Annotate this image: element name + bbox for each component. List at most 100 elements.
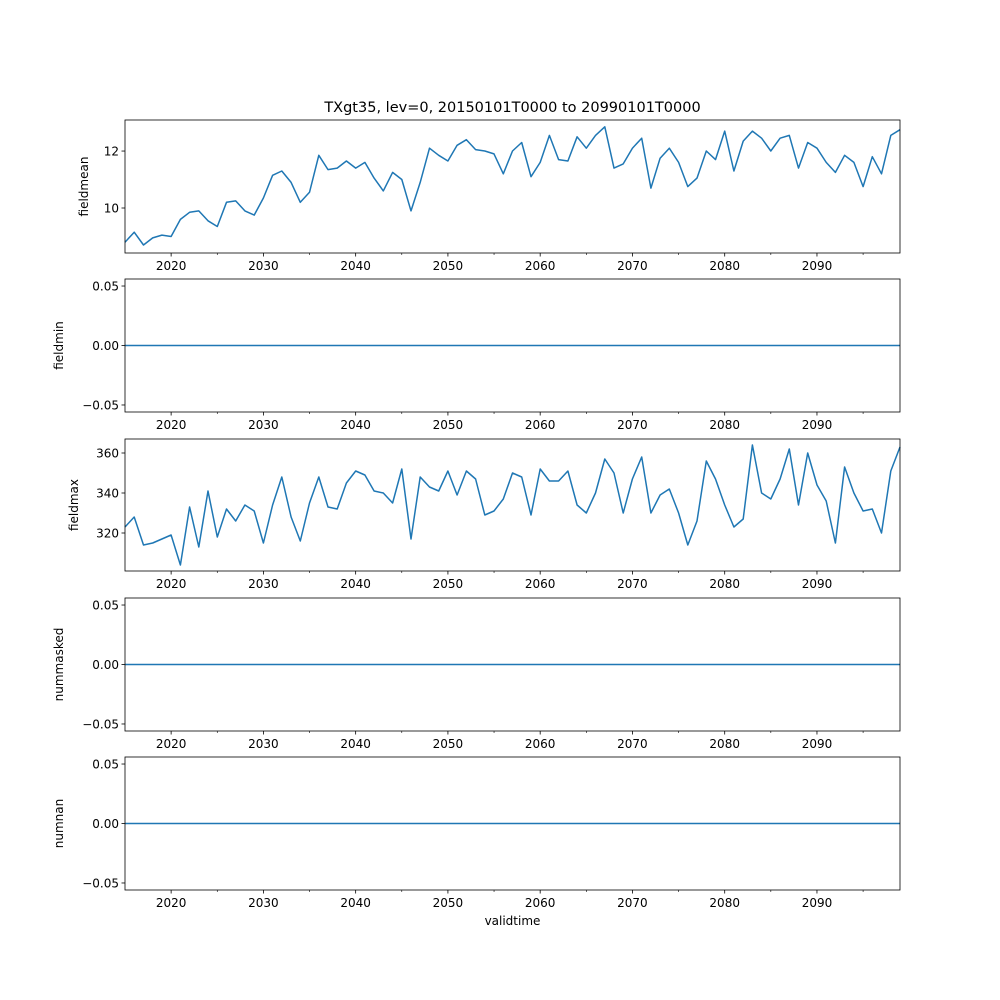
x-tick-label: 2050 [433, 259, 464, 273]
x-tick-label: 2050 [433, 896, 464, 910]
x-tick: 2020 [156, 253, 186, 273]
x-tick-label: 2080 [709, 577, 740, 591]
axes-frame [124, 438, 901, 572]
y-tick-label: −0.05 [82, 717, 119, 731]
x-tick: 2030 [248, 890, 279, 910]
x-tick-label: 2050 [433, 577, 464, 591]
x-tick-label: 2090 [802, 896, 833, 910]
x-tick: 2090 [802, 571, 833, 591]
x-tick-label: 2090 [802, 737, 833, 751]
x-axis-label: validtime [485, 914, 541, 928]
x-tick-label: 2030 [248, 737, 279, 751]
x-tick: 2080 [709, 253, 740, 273]
x-tick-label: 2040 [340, 896, 371, 910]
x-tick-label: 2060 [525, 259, 556, 273]
fieldmax-series-line [124, 444, 901, 566]
y-axis-label: fieldmean [77, 157, 91, 217]
x-tick: 2050 [433, 571, 464, 591]
x-tick-label: 2070 [617, 259, 648, 273]
y-axis-label: fieldmin [52, 321, 66, 370]
x-tick: 2070 [617, 890, 648, 910]
x-tick: 2070 [617, 412, 648, 432]
x-tick-label: 2070 [617, 896, 648, 910]
x-tick: 2080 [709, 890, 740, 910]
y-tick: 0.05 [92, 598, 125, 612]
x-tick-label: 2070 [617, 418, 648, 432]
y-tick-label: −0.05 [82, 398, 119, 412]
x-tick: 2030 [248, 571, 279, 591]
x-tick-label: 2050 [433, 737, 464, 751]
x-tick: 2050 [433, 890, 464, 910]
x-tick: 2050 [433, 731, 464, 751]
x-tick: 2070 [617, 253, 648, 273]
y-tick: 10 [104, 201, 125, 215]
y-tick-label: −0.05 [82, 876, 119, 890]
x-tick-label: 2060 [525, 577, 556, 591]
x-tick: 2040 [340, 731, 371, 751]
y-tick: 0.00 [92, 658, 125, 672]
x-tick: 2030 [248, 253, 279, 273]
y-tick-label: 0.00 [92, 658, 119, 672]
x-tick: 2040 [340, 890, 371, 910]
x-tick: 2080 [709, 731, 740, 751]
axes-frame [124, 119, 901, 254]
x-tick-label: 2090 [802, 259, 833, 273]
y-tick-label: 0.05 [92, 279, 119, 293]
x-tick: 2020 [156, 731, 187, 751]
y-tick-label: 0.00 [92, 817, 119, 831]
x-tick-label: 2060 [525, 896, 556, 910]
x-tick: 2050 [433, 412, 464, 432]
x-tick-label: 2090 [802, 418, 833, 432]
subplot-fieldmean: 2020 2030 2040 2050 2060 2070 2080 2090 10 12 fiel… [77, 100, 901, 273]
x-tick-label: 2090 [802, 577, 833, 591]
x-tick-label: 2070 [617, 577, 648, 591]
y-tick-label: 360 [96, 446, 119, 460]
y-tick: 0.00 [92, 339, 125, 353]
x-tick: 2060 [525, 571, 556, 591]
x-tick-label: 2080 [709, 259, 740, 273]
x-tick-label: 2070 [617, 737, 648, 751]
x-tick-label: 2030 [248, 896, 279, 910]
y-tick: 0.00 [92, 817, 125, 831]
y-tick: 12 [104, 144, 125, 158]
x-tick-label: 2060 [525, 737, 556, 751]
y-tick-label: 10 [104, 201, 119, 215]
y-tick-label: 0.05 [92, 757, 119, 771]
x-tick: 2090 [802, 412, 833, 432]
x-tick: 2030 [248, 412, 279, 432]
y-tick: 360 [96, 446, 125, 460]
x-tick-label: 2050 [433, 418, 464, 432]
y-tick: 0.05 [92, 757, 125, 771]
x-tick-label: 2080 [709, 896, 740, 910]
y-tick: 320 [96, 526, 125, 540]
x-tick-label: 2040 [340, 737, 371, 751]
x-tick: 2020 [156, 571, 187, 591]
y-tick: −0.05 [82, 398, 125, 412]
y-tick-label: 0.05 [92, 598, 119, 612]
x-tick: 2040 [340, 253, 371, 273]
subplot-fieldmax: 2020 2030 2040 2050 2060 2070 2080 2090 320 340 36… [67, 438, 901, 591]
y-axis-label: numnan [52, 799, 66, 848]
x-tick-label: 2020 [156, 896, 187, 910]
x-tick: 2060 [525, 731, 556, 751]
x-tick: 2090 [802, 890, 833, 910]
x-tick-label: 2030 [248, 259, 279, 273]
x-tick-label: 2020 [156, 577, 187, 591]
y-tick: 340 [96, 486, 125, 500]
y-tick-label: 0.00 [92, 339, 119, 353]
x-tick: 2060 [525, 412, 555, 432]
y-tick: 0.05 [92, 279, 125, 293]
x-tick-label: 2080 [709, 418, 740, 432]
x-tick-label: 2030 [248, 577, 279, 591]
x-tick: 2040 [340, 412, 371, 432]
y-tick: −0.05 [82, 717, 125, 731]
y-tick-label: 320 [96, 526, 119, 540]
x-tick: 2060 [525, 890, 556, 910]
x-tick-label: 2020 [156, 737, 187, 751]
fieldmean-series-line [124, 126, 901, 246]
y-tick-label: 340 [96, 486, 119, 500]
x-tick: 2020 [156, 412, 186, 432]
x-tick: 2090 [802, 731, 833, 751]
y-axis-label: nummasked [52, 628, 66, 702]
